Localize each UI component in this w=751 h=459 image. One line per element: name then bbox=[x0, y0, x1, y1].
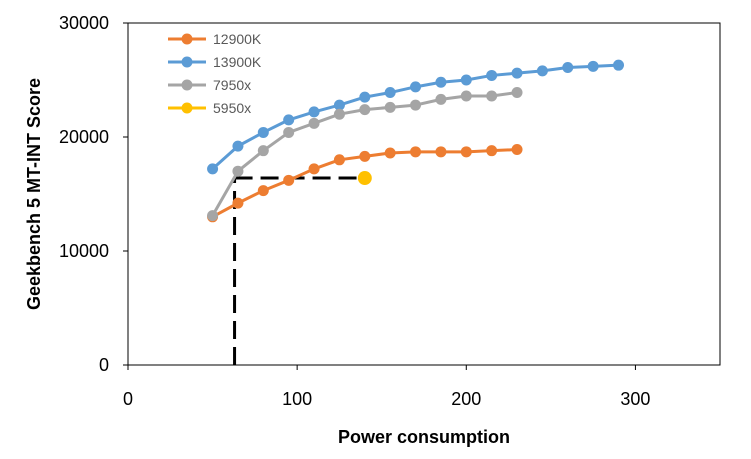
data-point-12900k bbox=[308, 163, 320, 175]
data-point-12900k bbox=[460, 146, 472, 158]
series-7950x bbox=[207, 87, 523, 222]
data-point-13900k bbox=[232, 140, 244, 152]
legend-item: 5950x bbox=[168, 100, 251, 116]
x-tick-label: 0 bbox=[123, 389, 133, 409]
y-tick-label: 30000 bbox=[59, 13, 109, 33]
data-point-13900k bbox=[384, 87, 396, 99]
series-5950x bbox=[357, 171, 372, 186]
legend-swatch-marker bbox=[181, 33, 193, 45]
legend-item: 12900K bbox=[168, 31, 262, 47]
y-axis-title: Geekbench 5 MT-INT Score bbox=[24, 78, 44, 310]
legend-item: 13900K bbox=[168, 54, 262, 70]
data-point-13900k bbox=[333, 99, 345, 111]
data-point-7950x bbox=[257, 145, 269, 157]
data-point-7950x bbox=[511, 87, 523, 99]
data-point-12900k bbox=[257, 185, 269, 197]
data-point-13900k bbox=[359, 91, 371, 103]
x-axis-ticks: 0 100 200 300 bbox=[123, 365, 650, 409]
legend-swatch-marker bbox=[181, 56, 193, 68]
legend-label: 12900K bbox=[213, 31, 262, 47]
data-point-7950x bbox=[232, 165, 244, 177]
data-point-7950x bbox=[486, 90, 498, 102]
y-tick-label: 0 bbox=[99, 355, 109, 375]
data-point-13900k bbox=[587, 60, 599, 72]
data-point-5950x bbox=[357, 171, 372, 186]
data-point-13900k bbox=[511, 67, 523, 79]
data-point-13900k bbox=[435, 76, 447, 88]
legend: 12900K 13900K 7950x 5950x bbox=[168, 31, 262, 116]
legend-label: 13900K bbox=[213, 54, 262, 70]
legend-swatch-marker bbox=[181, 102, 193, 114]
data-point-12900k bbox=[511, 144, 523, 156]
data-point-12900k bbox=[384, 147, 396, 159]
x-tick-label: 300 bbox=[620, 389, 650, 409]
y-tick-label: 10000 bbox=[59, 241, 109, 261]
x-tick-label: 200 bbox=[451, 389, 481, 409]
data-point-13900k bbox=[536, 65, 548, 77]
data-point-7950x bbox=[460, 90, 472, 102]
legend-item: 7950x bbox=[168, 77, 251, 93]
legend-swatch-marker bbox=[181, 79, 193, 91]
data-point-12900k bbox=[359, 150, 371, 162]
data-point-7950x bbox=[359, 104, 371, 116]
data-point-13900k bbox=[410, 81, 422, 93]
series-layer bbox=[207, 59, 625, 223]
series-13900k bbox=[207, 59, 625, 175]
y-tick-label: 20000 bbox=[59, 127, 109, 147]
data-point-7950x bbox=[410, 99, 422, 111]
data-point-7950x bbox=[435, 93, 447, 105]
legend-label: 5950x bbox=[213, 100, 251, 116]
data-point-13900k bbox=[283, 114, 295, 126]
data-point-12900k bbox=[435, 146, 447, 158]
data-point-13900k bbox=[207, 163, 219, 175]
data-point-7950x bbox=[333, 108, 345, 120]
data-point-7950x bbox=[384, 101, 396, 113]
data-point-12900k bbox=[232, 197, 244, 209]
data-point-13900k bbox=[257, 126, 269, 138]
data-point-12900k bbox=[283, 174, 295, 186]
data-point-13900k bbox=[613, 59, 625, 71]
data-point-12900k bbox=[333, 154, 345, 166]
legend-label: 7950x bbox=[213, 77, 251, 93]
data-point-7950x bbox=[207, 210, 219, 222]
data-point-13900k bbox=[486, 69, 498, 81]
data-point-13900k bbox=[308, 106, 320, 118]
x-axis-title: Power consumption bbox=[338, 427, 510, 447]
x-tick-label: 100 bbox=[282, 389, 312, 409]
data-point-13900k bbox=[460, 74, 472, 86]
data-point-7950x bbox=[283, 126, 295, 138]
y-axis-ticks: 0 10000 20000 30000 bbox=[59, 13, 128, 375]
data-point-7950x bbox=[308, 117, 320, 129]
reference-lines bbox=[233, 176, 365, 365]
data-point-12900k bbox=[486, 145, 498, 157]
plot-area bbox=[127, 22, 721, 366]
data-point-12900k bbox=[410, 146, 422, 158]
data-point-13900k bbox=[562, 61, 574, 73]
